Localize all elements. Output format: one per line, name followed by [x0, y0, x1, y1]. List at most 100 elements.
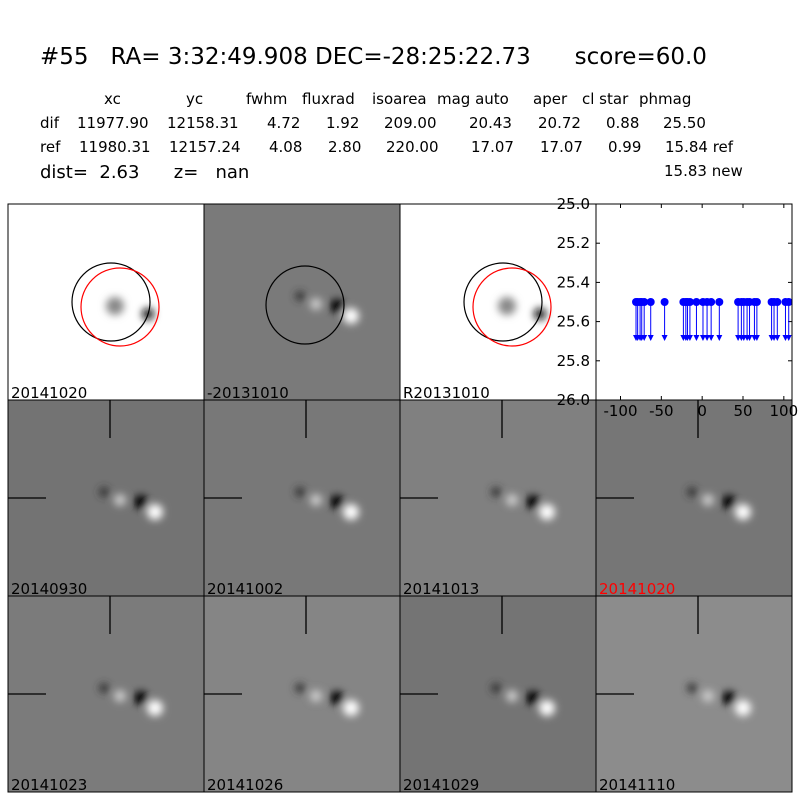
source	[114, 494, 126, 506]
stamp-label: 20141029	[403, 776, 479, 794]
source	[310, 690, 322, 702]
column-header: mag auto	[437, 90, 509, 108]
source	[343, 504, 359, 520]
stamp-image	[8, 204, 204, 400]
stamp-image	[204, 204, 400, 400]
source	[134, 691, 148, 705]
stamp-label: -20131010	[207, 384, 289, 402]
x-tick-label: 50	[733, 402, 752, 420]
stamp: 20141026	[203, 595, 401, 794]
source	[506, 690, 518, 702]
point	[660, 298, 669, 306]
stamp-label: 20141002	[207, 580, 283, 598]
limit-arrowhead	[785, 335, 792, 341]
table-cell: 17.07	[540, 138, 583, 156]
source	[702, 690, 714, 702]
source	[687, 683, 697, 693]
table-cell: 209.00	[384, 114, 437, 132]
x-tick-label: 100	[770, 402, 799, 420]
table-cell: 11980.31	[79, 138, 151, 156]
stamp-label: 20141020	[599, 580, 675, 598]
table-cell: 12158.31	[167, 114, 239, 132]
stamp-image	[400, 204, 596, 400]
source	[735, 504, 751, 520]
point	[773, 298, 782, 306]
table-cell: dif	[40, 114, 60, 132]
table-cell: 17.07	[471, 138, 514, 156]
limit-arrowhead	[716, 335, 723, 341]
table-cell: 11977.90	[77, 114, 149, 132]
column-header: isoarea	[372, 90, 427, 108]
source	[295, 487, 305, 497]
source	[722, 495, 736, 509]
title: #55 RA= 3:32:49.908 DEC=-28:25:22.73 sco…	[40, 44, 707, 70]
table-cell: 2.80	[328, 138, 361, 156]
column-header: phmag	[639, 90, 691, 108]
source	[702, 494, 714, 506]
stamp-blobs	[99, 683, 163, 716]
source	[343, 700, 359, 716]
stamp: 20141020	[595, 399, 793, 598]
points	[632, 298, 792, 341]
source	[722, 691, 736, 705]
source	[134, 495, 148, 509]
y-tick-label: 25.8	[557, 352, 590, 370]
stamp-blobs	[295, 291, 359, 324]
stamp: -20131010	[203, 203, 401, 402]
point	[707, 298, 716, 306]
y-tick-label: 26.0	[557, 391, 590, 409]
source	[687, 487, 697, 497]
table-cell: 220.00	[386, 138, 439, 156]
source	[498, 297, 516, 315]
limit-arrowhead	[686, 335, 693, 341]
source	[295, 683, 305, 693]
stamp: R20131010	[399, 203, 597, 402]
limit-arrowhead	[647, 335, 654, 341]
point	[646, 298, 655, 306]
point	[640, 298, 649, 306]
table-cell: 20.43	[469, 114, 512, 132]
x-tick-label: -100	[603, 402, 637, 420]
source	[735, 700, 751, 716]
point	[752, 298, 761, 306]
stamp-label: 20141013	[403, 580, 479, 598]
source	[343, 308, 359, 324]
limit-arrowhead	[708, 335, 715, 341]
stamp: 20141002	[203, 399, 401, 598]
table-cell: 15.84 ref	[665, 138, 734, 156]
stamp: 20140930	[7, 399, 205, 598]
stamp-frame	[595, 595, 793, 793]
table-cell: 1.92	[326, 114, 359, 132]
source	[147, 504, 163, 520]
source	[506, 494, 518, 506]
x-tick-label: 0	[697, 402, 707, 420]
source	[330, 495, 344, 509]
column-header: fwhm	[246, 90, 287, 108]
point	[685, 298, 694, 306]
table-cell: 20.72	[538, 114, 581, 132]
point	[715, 298, 724, 306]
table-cell: 25.50	[663, 114, 706, 132]
stamp-blobs	[491, 487, 555, 520]
point	[784, 298, 792, 306]
source	[310, 298, 322, 310]
source	[330, 299, 344, 313]
aperture	[71, 262, 151, 342]
source	[114, 690, 126, 702]
column-header: xc	[104, 90, 121, 108]
source	[539, 700, 555, 716]
source	[491, 487, 501, 497]
source	[526, 691, 540, 705]
stamp-label: 20140930	[11, 580, 87, 598]
column-header: aper	[533, 90, 568, 108]
source	[491, 683, 501, 693]
stamp-label: 20141020	[11, 384, 87, 402]
limit-arrowhead	[746, 335, 753, 341]
table-cell: 0.88	[606, 114, 639, 132]
source	[310, 494, 322, 506]
table-cell: ref	[40, 138, 61, 156]
y-tick-label: 25.0	[557, 195, 590, 213]
limit-arrowhead	[774, 335, 781, 341]
aperture-ref	[472, 267, 552, 347]
